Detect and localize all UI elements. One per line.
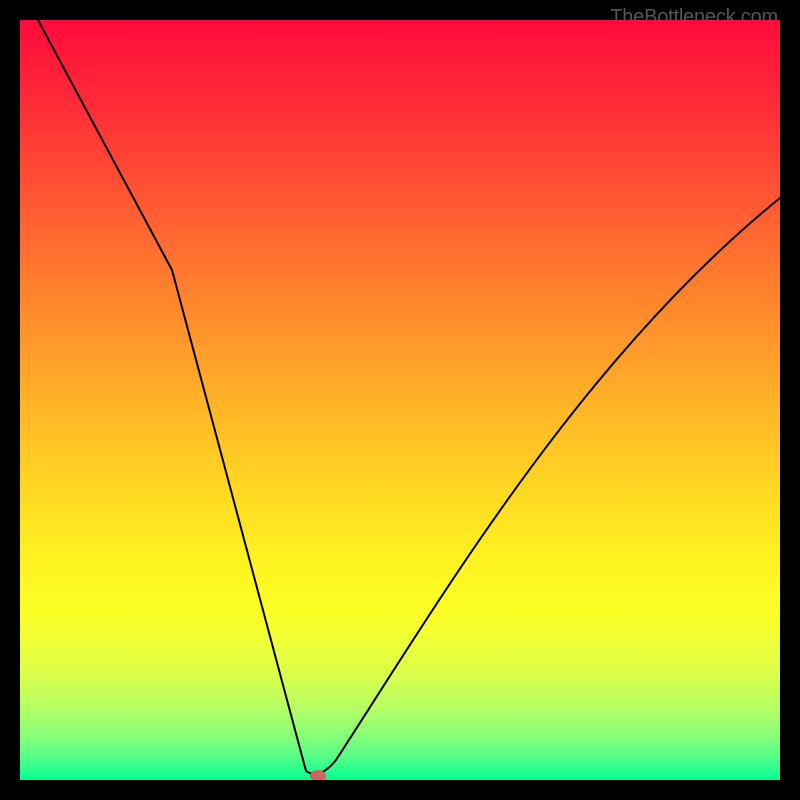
gradient-background <box>20 20 780 780</box>
chart-container: TheBottleneck.com <box>0 0 800 800</box>
bottleneck-curve-chart <box>20 20 780 780</box>
